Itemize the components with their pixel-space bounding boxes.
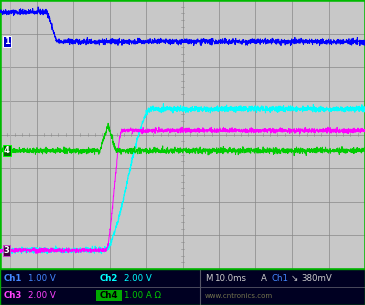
Text: www.cntronics.com: www.cntronics.com [205, 293, 273, 299]
Text: 380mV: 380mV [301, 274, 332, 283]
Text: Ch4: Ch4 [100, 291, 118, 300]
Text: Ch1: Ch1 [4, 274, 22, 283]
Text: A: A [261, 274, 267, 283]
Text: 1.00 V: 1.00 V [28, 274, 56, 283]
Text: Ch3: Ch3 [4, 291, 22, 300]
Text: 1: 1 [4, 37, 9, 46]
Text: Ch1: Ch1 [272, 274, 289, 283]
Text: 2.00 V: 2.00 V [124, 274, 152, 283]
Text: ◄: ◄ [357, 37, 365, 47]
Text: Ch2: Ch2 [100, 274, 118, 283]
Text: 4: 4 [4, 146, 9, 155]
Text: M: M [205, 274, 212, 283]
Text: ↘: ↘ [291, 274, 298, 283]
Text: 10.0ms: 10.0ms [214, 274, 246, 283]
FancyBboxPatch shape [96, 289, 122, 301]
Text: 1.00 A Ω: 1.00 A Ω [124, 291, 161, 300]
Text: 2.00 V: 2.00 V [28, 291, 56, 300]
Text: 3: 3 [4, 246, 9, 255]
